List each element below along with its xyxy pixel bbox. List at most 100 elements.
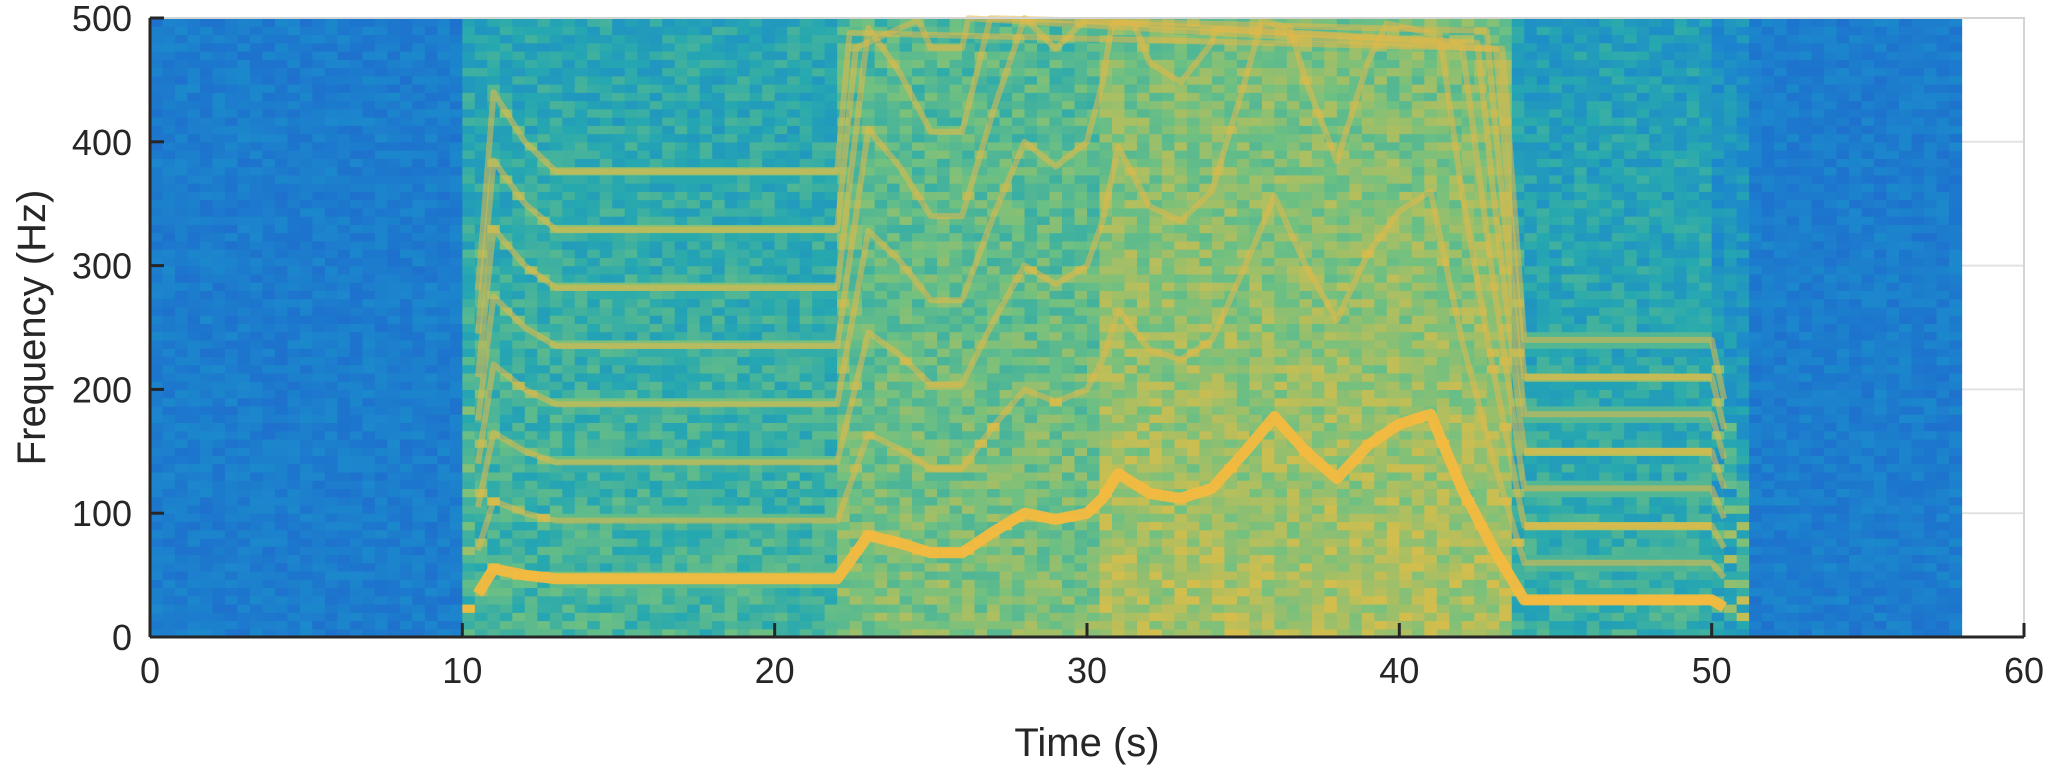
spectrogram-cell — [537, 42, 551, 52]
spectrogram-cell — [387, 529, 401, 539]
spectrogram-cell — [287, 364, 301, 374]
spectrogram-cell — [737, 331, 751, 341]
spectrogram-cell — [862, 158, 876, 168]
spectrogram-cell — [712, 232, 726, 242]
spectrogram-cell — [237, 191, 251, 201]
spectrogram-cell — [362, 166, 376, 176]
spectrogram-cell — [150, 455, 164, 465]
spectrogram-cell — [337, 133, 351, 143]
spectrogram-cell — [649, 59, 663, 69]
spectrogram-cell — [912, 216, 926, 225]
spectrogram-cell — [749, 356, 763, 366]
spectrogram-cell — [287, 240, 301, 250]
spectrogram-cell — [887, 224, 901, 234]
spectrogram-cell — [424, 257, 438, 267]
spectrogram-cell — [162, 562, 176, 572]
spectrogram-cell — [462, 125, 476, 135]
spectrogram-cell — [812, 249, 826, 258]
spectrogram-cell — [762, 306, 776, 316]
spectrogram-cell — [150, 339, 164, 349]
spectrogram-cell — [212, 224, 226, 234]
spectrogram-cell — [587, 42, 601, 52]
spectrogram-cell — [724, 546, 738, 556]
spectrogram-cell — [924, 372, 938, 382]
spectrogram-cell — [912, 67, 926, 77]
spectrogram-cell — [787, 26, 801, 36]
spectrogram-cell — [874, 603, 888, 613]
spectrogram-cell — [187, 84, 201, 93]
spectrogram-cell — [174, 430, 189, 440]
spectrogram-cell — [174, 471, 189, 481]
spectrogram-cell — [449, 158, 463, 168]
spectrogram-cell — [724, 51, 738, 60]
spectrogram-cell — [599, 249, 613, 258]
spectrogram-cell — [312, 191, 326, 201]
spectrogram-cell — [762, 364, 776, 374]
spectrogram-cell — [312, 521, 326, 531]
spectrogram-cell — [287, 455, 301, 465]
spectrogram-cell — [687, 183, 701, 192]
spectrogram-cell — [862, 282, 876, 291]
spectrogram-cell — [274, 100, 289, 110]
spectrogram-cell — [337, 265, 351, 275]
spectrogram-cell — [199, 504, 214, 514]
spectrogram-cell — [549, 356, 563, 366]
spectrogram-cell — [887, 513, 901, 523]
spectrogram-cell — [537, 504, 551, 514]
spectrogram-cell — [499, 75, 513, 85]
spectrogram-cell — [412, 405, 426, 415]
spectrogram-cell — [699, 67, 713, 77]
spectrogram-cell — [687, 273, 701, 283]
spectrogram-cell — [312, 595, 326, 605]
spectrogram-cell — [624, 108, 638, 118]
spectrogram-cell — [662, 158, 676, 168]
spectrogram-cell — [724, 84, 738, 93]
spectrogram-cell — [787, 75, 801, 85]
spectrogram-cell — [912, 496, 926, 506]
spectrogram-cell — [649, 240, 663, 250]
spectrogram-cell — [362, 42, 376, 52]
spectrogram-cell — [274, 537, 289, 547]
spectrogram-cell — [912, 381, 926, 390]
spectrogram-cell — [862, 389, 876, 399]
spectrogram-cell — [849, 405, 863, 415]
spectrogram-cell — [287, 108, 301, 118]
spectrogram-cell — [537, 232, 551, 242]
spectrogram-cell — [574, 620, 588, 630]
spectrogram-cell — [599, 430, 613, 440]
spectrogram-cell — [662, 587, 676, 597]
spectrogram-cell — [337, 51, 351, 60]
spectrogram-cell — [337, 397, 351, 407]
spectrogram-cell — [174, 100, 189, 110]
spectrogram-cell — [624, 34, 638, 44]
spectrogram-cell — [312, 84, 326, 93]
spectrogram-cell — [637, 422, 651, 432]
spectrogram-cell — [749, 67, 763, 77]
spectrogram-cell — [512, 612, 526, 622]
spectrogram-cell — [812, 612, 826, 622]
spectrogram-cell — [212, 26, 226, 36]
spectrogram-cell — [962, 562, 976, 572]
spectrogram-cell — [649, 620, 663, 630]
spectrogram-cell — [912, 389, 926, 399]
spectrogram-cell — [824, 42, 838, 52]
spectrogram-cell — [150, 207, 164, 217]
spectrogram-cell — [162, 26, 176, 36]
spectrogram-cell — [549, 92, 563, 102]
spectrogram-cell — [224, 414, 239, 424]
spectrogram-cell — [912, 257, 926, 267]
spectrogram-cell — [274, 232, 289, 242]
spectrogram-cell — [312, 496, 326, 506]
spectrogram-cell — [362, 381, 376, 390]
spectrogram-cell — [487, 339, 501, 349]
spectrogram-cell — [574, 480, 588, 490]
spectrogram-cell — [399, 620, 413, 630]
spectrogram-cell — [312, 100, 326, 110]
spectrogram-cell — [612, 422, 626, 432]
spectrogram-cell — [499, 603, 513, 613]
spectrogram-cell — [474, 504, 488, 514]
spectrogram-cell — [224, 34, 239, 44]
spectrogram-cell — [962, 496, 976, 506]
spectrogram-cell — [549, 447, 563, 457]
spectrogram-cell — [524, 521, 538, 531]
